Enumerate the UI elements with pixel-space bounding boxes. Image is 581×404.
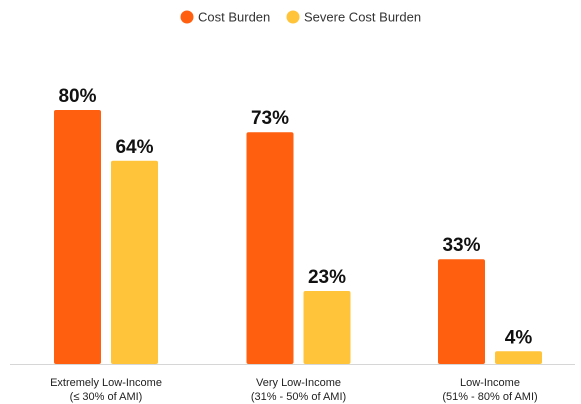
x-tick-label-very-low-income: Very Low-Income [256,377,341,389]
legend-item-cost-burden: Cost Burden [180,10,270,25]
data-label-severe-cost-burden-very-low-income: 23% [308,267,346,288]
x-tick-label-low-income-range: (51% - 80% of AMI) [442,391,537,403]
x-tick-label-low-income: Low-Income [460,377,520,389]
data-label-cost-burden-very-low-income: 73% [251,108,289,129]
x-axis-labels: Extremely Low-Income (≤ 30% of AMI) Very L… [50,377,538,403]
data-label-cost-burden-extremely-low-income: 80% [58,86,96,107]
legend-swatch-severe-cost-burden [286,10,300,24]
x-tick-label-extremely-low-income: Extremely Low-Income [50,377,162,389]
x-tick-label-very-low-income-range: (31% - 50% of AMI) [251,391,346,403]
legend-item-severe-cost-burden: Severe Cost Burden [286,10,421,25]
bar-severe-cost-burden-very-low-income [303,290,351,364]
legend-swatch-cost-burden [180,10,194,24]
bar-severe-cost-burden-low-income [495,351,542,364]
bar-cost-burden-very-low-income [246,132,294,364]
legend-label-severe-cost-burden: Severe Cost Burden [304,10,421,25]
bar-cost-burden-low-income [438,259,485,364]
data-label-severe-cost-burden-low-income: 4% [505,327,533,348]
legend-label-cost-burden: Cost Burden [198,10,270,25]
plot-area: 80% 64% 73% 23% 33% 4% [54,86,542,364]
data-label-cost-burden-low-income: 33% [442,235,480,256]
x-tick-label-extremely-low-income-range: (≤ 30% of AMI) [70,391,143,403]
bar-severe-cost-burden-extremely-low-income [111,160,158,364]
legend: Cost Burden Severe Cost Burden [180,10,421,25]
data-label-severe-cost-burden-extremely-low-income: 64% [115,137,153,158]
bar-cost-burden-extremely-low-income [54,110,101,364]
